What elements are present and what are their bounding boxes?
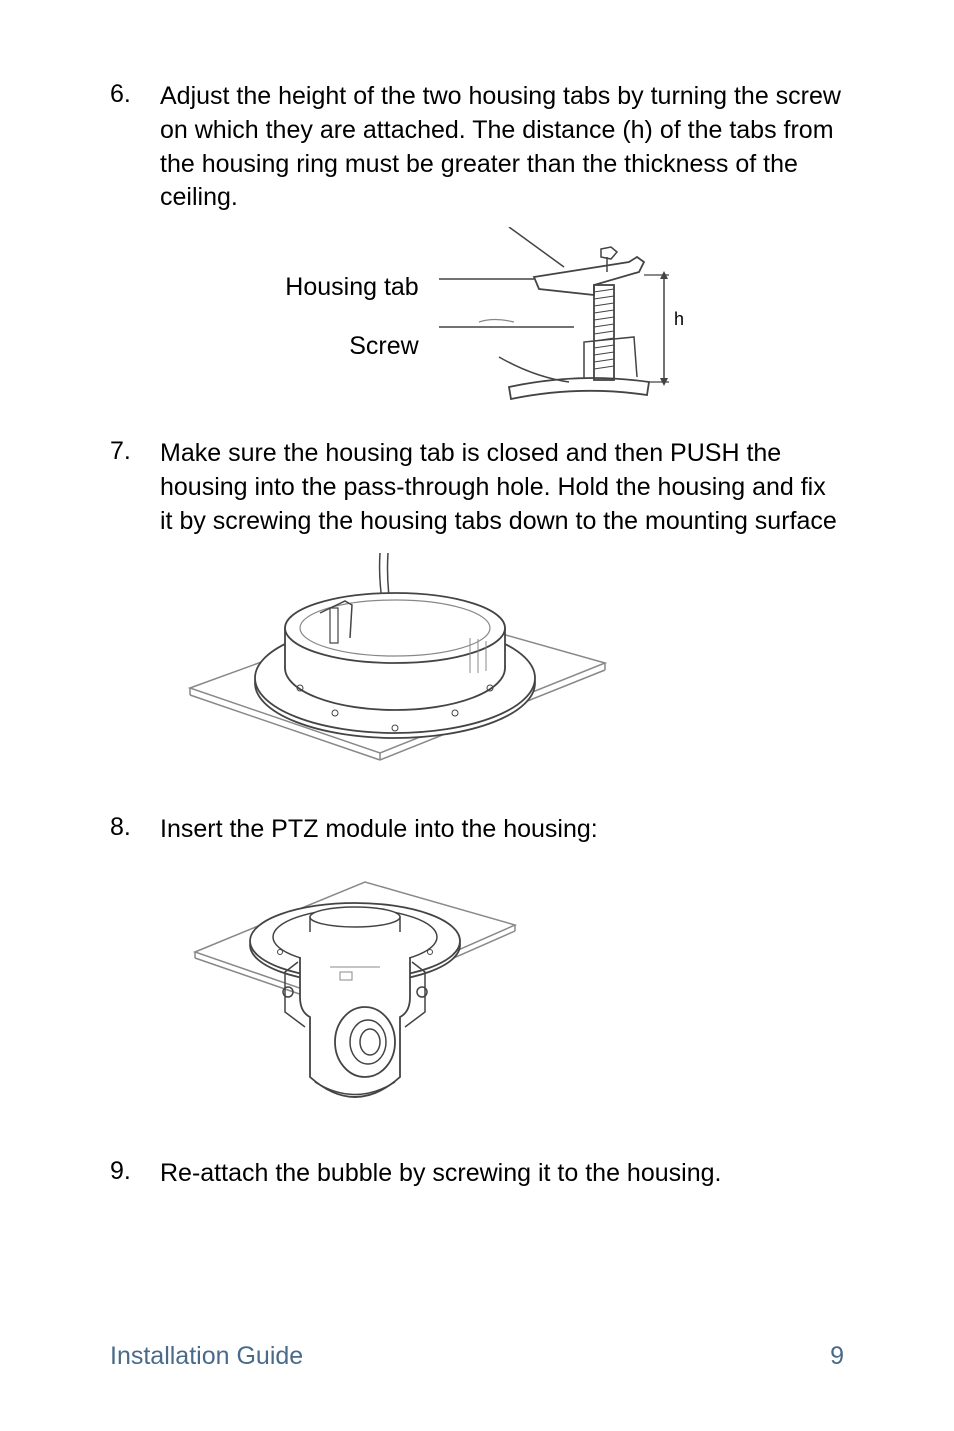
figure1-labels: Housing tab Screw xyxy=(285,273,418,361)
housing-push-diagram-icon xyxy=(180,553,610,783)
figure-housing-tab-screw: Housing tab Screw xyxy=(160,227,844,407)
ptz-insert-diagram-icon xyxy=(190,867,520,1127)
list-text: Re-attach the bubble by screwing it to t… xyxy=(160,1157,721,1191)
label-housing-tab: Housing tab xyxy=(285,273,418,302)
footer-title: Installation Guide xyxy=(110,1342,303,1371)
list-number: 9. xyxy=(110,1157,160,1191)
list-number: 7. xyxy=(110,437,160,538)
list-item-7: 7. Make sure the housing tab is closed a… xyxy=(110,437,844,538)
figure-ptz-insert xyxy=(190,867,844,1132)
list-item-9: 9. Re-attach the bubble by screwing it t… xyxy=(110,1157,844,1191)
page-content: 6. Adjust the height of the two housing … xyxy=(110,80,844,1191)
list-text: Make sure the housing tab is closed and … xyxy=(160,437,844,538)
list-item-6: 6. Adjust the height of the two housing … xyxy=(110,80,844,215)
list-text: Insert the PTZ module into the housing: xyxy=(160,813,598,847)
page-number: 9 xyxy=(830,1342,844,1371)
housing-tab-diagram-icon: h xyxy=(439,227,719,407)
figure-housing-push xyxy=(180,553,844,788)
list-number: 6. xyxy=(110,80,160,215)
list-item-8: 8. Insert the PTZ module into the housin… xyxy=(110,813,844,847)
list-number: 8. xyxy=(110,813,160,847)
label-screw: Screw xyxy=(349,332,418,361)
dimension-h-label: h xyxy=(674,309,684,329)
list-text: Adjust the height of the two housing tab… xyxy=(160,80,844,215)
page-footer: Installation Guide 9 xyxy=(110,1342,844,1371)
